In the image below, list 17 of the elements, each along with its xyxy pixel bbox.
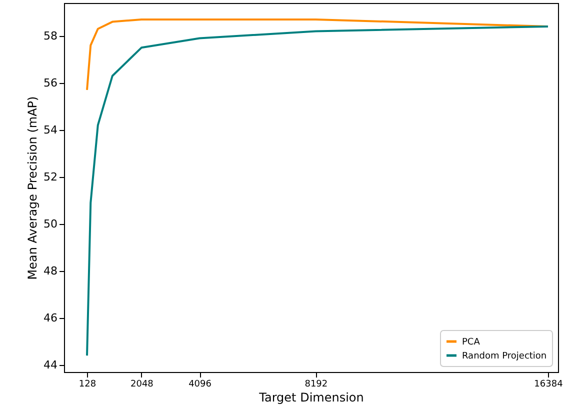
x-tick-label: 4096: [188, 380, 212, 390]
y-axis-title: Mean Average Precision (mAP): [26, 96, 40, 280]
y-tick-label: 46: [44, 311, 58, 324]
y-tick-label: 52: [44, 170, 58, 184]
legend-label: PCA: [462, 338, 481, 348]
y-tick-label: 58: [44, 29, 58, 42]
x-tick-label: 2048: [130, 380, 154, 390]
y-tick-label: 56: [44, 76, 58, 90]
y-tick-label: 54: [44, 123, 58, 136]
x-tick-label: 16384: [534, 380, 564, 390]
x-tick-label: 128: [78, 380, 96, 390]
x-tick-label: 8192: [304, 380, 328, 390]
y-tick-label: 48: [44, 264, 58, 278]
y-tick-label: 44: [44, 358, 58, 372]
x-axis-title: Target Dimension: [258, 390, 364, 404]
y-tick-label: 50: [44, 217, 58, 230]
legend-label: Random Projection: [462, 352, 547, 362]
